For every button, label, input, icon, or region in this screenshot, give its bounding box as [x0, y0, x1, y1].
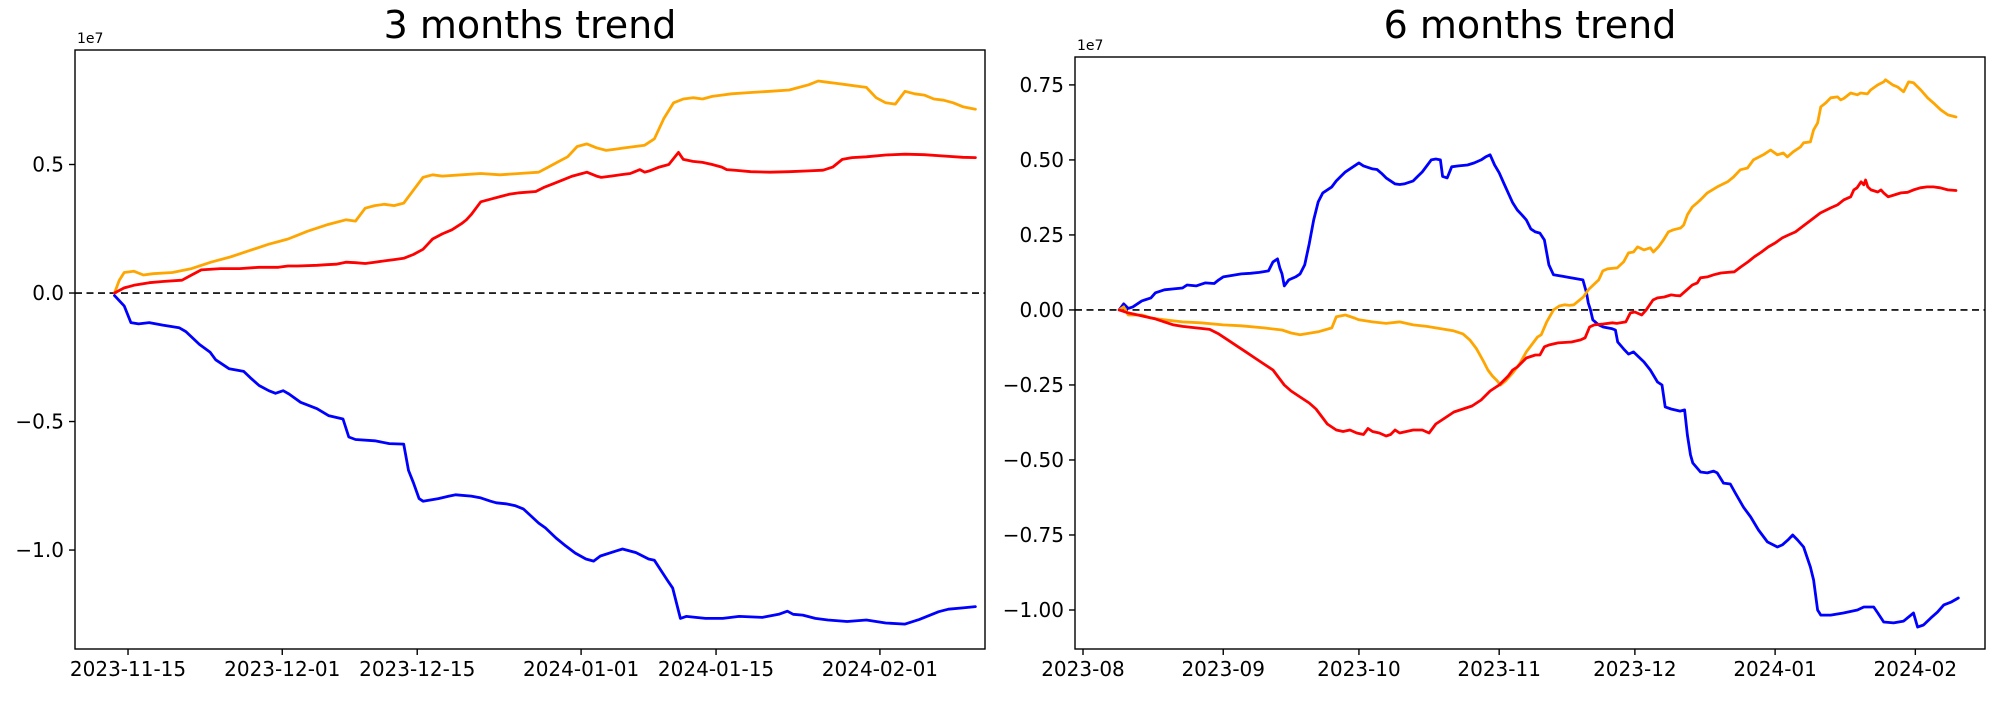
subplot-1: 2023-08 2023-09 2023-10 2023-11 2023-12 2024-…	[1003, 3, 1986, 681]
x-tick-label: 2024-01-15	[658, 657, 774, 681]
y-tick-label: −0.25	[1003, 373, 1064, 397]
plot-frame	[74, 49, 986, 650]
x-tick-label: 2023-10	[1317, 657, 1401, 681]
x-tick-label: 2024-01	[1733, 657, 1817, 681]
blue-series-line	[1117, 153, 1960, 629]
y-tick-label: 0.25	[1019, 223, 1064, 247]
x-tick-label: 2023-11	[1457, 657, 1541, 681]
orange-series-line	[1117, 78, 1958, 387]
axis-offset-label: 1e7	[77, 31, 103, 47]
x-tick-label: 2023-12	[1593, 657, 1677, 681]
y-tick-label: −0.5	[15, 410, 64, 434]
subplot-0: 2023-11-15 2023-12-01 2023-12-15 2024-01-01…	[15, 3, 986, 681]
x-tick-label: 2024-01-01	[523, 657, 639, 681]
y-tick-label: 0.5	[32, 153, 64, 177]
chart-title: 6 months trend	[1384, 3, 1677, 47]
chart-title: 3 months trend	[384, 3, 677, 47]
x-tick-label: 2023-08	[1041, 657, 1125, 681]
y-tick-label: −0.75	[1003, 523, 1064, 547]
red-series-line	[1117, 178, 1958, 438]
y-tick-label: 0.0	[32, 281, 64, 305]
red-series-line	[113, 150, 977, 295]
y-tick-label: −1.00	[1003, 598, 1064, 622]
x-tick-label: 2024-02-01	[822, 657, 938, 681]
blue-series-line	[113, 294, 977, 626]
y-tick-label: 0.50	[1019, 148, 1064, 172]
y-tick-label: 0.00	[1019, 298, 1064, 322]
x-tick-label: 2023-11-15	[70, 657, 186, 681]
y-tick-label: 0.75	[1019, 73, 1064, 97]
x-tick-label: 2023-12-01	[224, 657, 340, 681]
orange-series-line	[113, 79, 977, 295]
axis-offset-label: 1e7	[1077, 38, 1103, 54]
y-tick-label: −0.50	[1003, 448, 1064, 472]
x-tick-label: 2023-09	[1181, 657, 1265, 681]
x-tick-label: 2023-12-15	[359, 657, 475, 681]
x-tick-label: 2024-02	[1874, 657, 1958, 681]
plot-frame	[1074, 56, 1986, 650]
y-tick-label: −1.0	[15, 538, 64, 562]
